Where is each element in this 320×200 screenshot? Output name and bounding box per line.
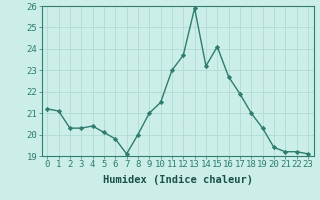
X-axis label: Humidex (Indice chaleur): Humidex (Indice chaleur)	[103, 175, 252, 185]
